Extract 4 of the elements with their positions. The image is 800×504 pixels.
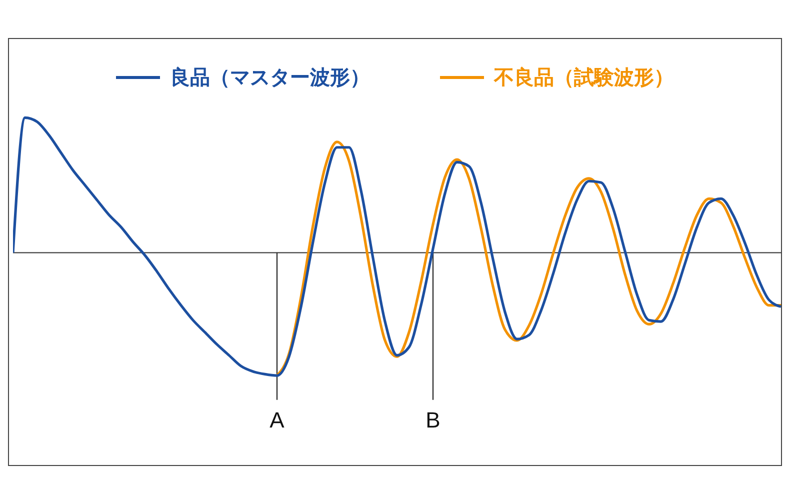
text: A bbox=[270, 407, 285, 432]
text: B bbox=[426, 407, 440, 432]
legend-label: 不良品（試験波形） bbox=[494, 66, 674, 91]
legend-label: 良品（マスター波形） bbox=[170, 66, 370, 91]
